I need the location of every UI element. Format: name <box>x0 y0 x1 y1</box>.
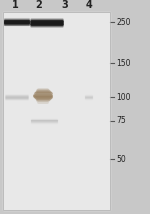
Text: 4: 4 <box>86 0 93 10</box>
Text: 3: 3 <box>62 0 69 10</box>
Text: 250: 250 <box>116 18 131 27</box>
Bar <box>3 12 110 210</box>
Text: 100: 100 <box>116 93 131 102</box>
Text: 50: 50 <box>116 155 126 164</box>
Bar <box>3 12 110 210</box>
Text: 150: 150 <box>116 59 131 68</box>
Text: 1: 1 <box>12 0 18 10</box>
Text: 75: 75 <box>116 116 126 125</box>
Text: 2: 2 <box>35 0 42 10</box>
